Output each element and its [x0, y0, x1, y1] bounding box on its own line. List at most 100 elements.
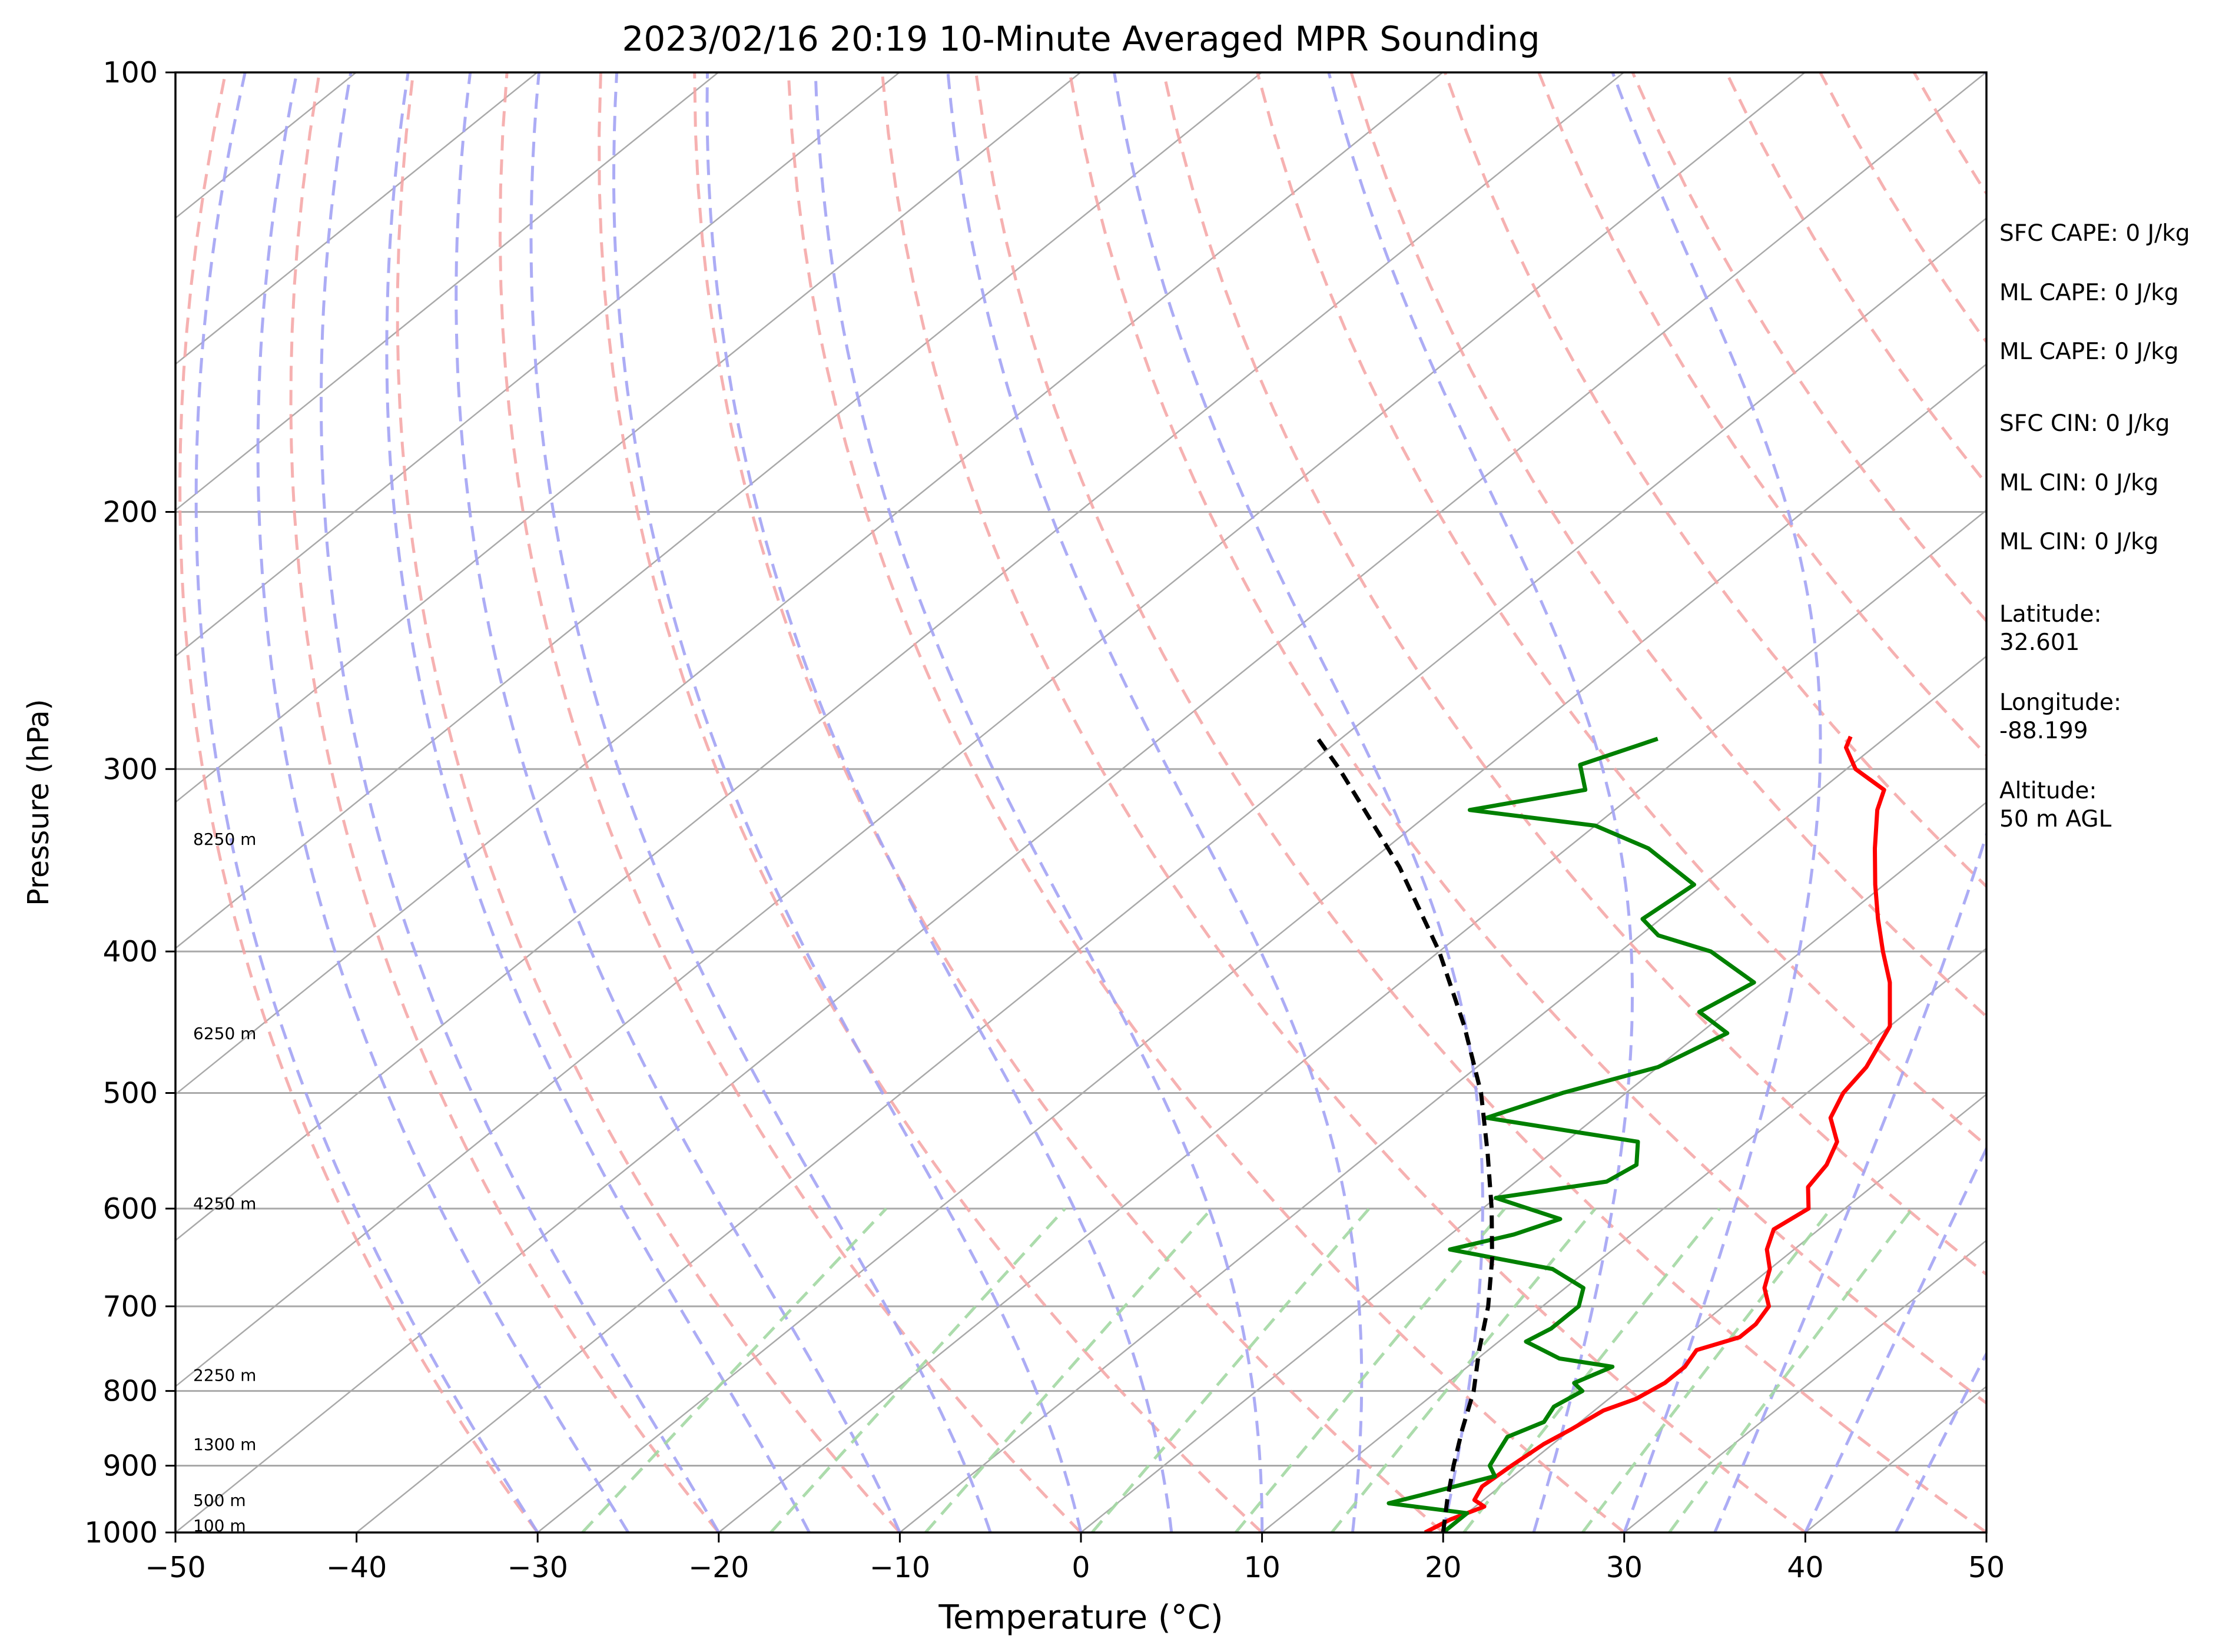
isotherm-line: [537, 363, 1986, 1532]
isotherm-line: [175, 72, 1806, 1388]
x-tick-label: −20: [688, 1551, 749, 1584]
temperature-profile-line: [1424, 735, 1892, 1532]
isotherm-line: [899, 655, 1986, 1532]
mixing-ratio-line: [1090, 1208, 1371, 1532]
height-label: 6250 m: [193, 1024, 256, 1043]
x-tick-label: −30: [507, 1551, 568, 1584]
chart-title: 2023/02/16 20:19 10-Minute Averaged MPR …: [622, 19, 1540, 59]
sounding-series: [1315, 735, 1892, 1532]
y-tick-label: 400: [102, 935, 158, 968]
altitude-label: Altitude:: [1999, 778, 2097, 804]
mixing-ratio-line: [924, 1208, 1213, 1532]
y-axis-ticks: 100 200 300 400 500 600 700 800 900 1000: [84, 56, 175, 1550]
altitude-value: 50 m AGL: [1999, 806, 2112, 832]
moist-adiabat-line: [1327, 72, 1634, 1532]
isotherm-line: [1261, 947, 1986, 1532]
moist-adiabat-line: [256, 72, 630, 1532]
isotherm-line: [175, 72, 1624, 1242]
dry-adiabat-line: [787, 72, 1626, 1532]
moist-adiabat-line: [385, 72, 811, 1532]
x-tick-label: 30: [1606, 1551, 1643, 1584]
ml-cin-text: ML CIN: 0 J/kg: [1999, 470, 2159, 496]
dry-adiabat-line: [498, 72, 1082, 1532]
y-tick-label: 200: [102, 496, 158, 529]
x-tick-label: −40: [326, 1551, 387, 1584]
dry-adiabat-line: [396, 72, 901, 1532]
ml-cape-text: ML CAPE: 0 J/kg: [1999, 280, 2179, 306]
moist-adiabat-line: [1611, 72, 1822, 1532]
x-axis-ticks: −50 −40 −30 −20 −10 0 10 20 30 40 50: [145, 1532, 2005, 1584]
y-tick-label: 600: [102, 1192, 158, 1226]
x-tick-label: 0: [1072, 1551, 1090, 1584]
dry-adiabat-line: [693, 72, 1444, 1532]
moist-adiabat-line: [194, 72, 539, 1532]
dry-adiabat-line: [1349, 72, 1986, 1019]
dry-adiabat-line: [974, 72, 1986, 1532]
longitude-value: -88.199: [1999, 718, 2088, 744]
moist-adiabat-line: [455, 72, 901, 1532]
height-label: 8250 m: [193, 830, 256, 849]
sfc-cape-text: SFC CAPE: 0 J/kg: [1999, 220, 2190, 247]
dry-adiabat-line: [880, 72, 1806, 1532]
mixing-ratio-line: [1331, 1208, 1597, 1532]
y-tick-label: 100: [102, 56, 158, 89]
y-tick-label: 300: [102, 752, 158, 786]
x-axis-label: Temperature (°C): [938, 1598, 1223, 1637]
isotherm-line: [175, 72, 1081, 804]
x-tick-label: −50: [145, 1551, 205, 1584]
parcel-profile-line: [1315, 735, 1494, 1532]
height-label: 2250 m: [193, 1365, 256, 1385]
ml-cin-text-2: ML CIN: 0 J/kg: [1999, 529, 2159, 555]
dry-adiabat-line: [289, 72, 720, 1532]
dry-adiabat-line: [1537, 72, 1986, 757]
dry-adiabat-line: [1068, 72, 1986, 1405]
height-label: 500 m: [193, 1491, 246, 1510]
moist-adiabat-line: [946, 72, 1364, 1532]
mixing-ratio-line: [581, 1208, 888, 1532]
isotherm-line: [175, 72, 1262, 950]
dry-adiabat-line: [178, 72, 539, 1532]
mixing-ratio-line: [1462, 1208, 1721, 1532]
moist-adiabat-line: [1113, 72, 1484, 1532]
moist-adiabat-line: [320, 72, 720, 1532]
isotherm-line: [175, 72, 1444, 1096]
isotherm-line: [356, 217, 1986, 1532]
moist-adiabat-line: [612, 72, 1083, 1532]
latitude-value: 32.601: [1999, 629, 2080, 656]
mixing-ratio-line: [1668, 1208, 1914, 1532]
dry-adiabat-line: [1162, 72, 1986, 1276]
moist-adiabat-line: [705, 72, 1173, 1532]
x-tick-label: 40: [1787, 1551, 1823, 1584]
x-tick-label: 10: [1243, 1551, 1280, 1584]
x-tick-label: 50: [1968, 1551, 2005, 1584]
dewpoint-profile-line: [1387, 737, 1756, 1532]
mixing-ratio-line: [769, 1208, 1066, 1532]
moist-adiabat-line: [1713, 72, 1986, 1532]
mixing-ratio-line: [1234, 1208, 1506, 1532]
x-tick-label: 20: [1425, 1551, 1461, 1584]
y-tick-label: 900: [102, 1449, 158, 1483]
dry-adiabat-line: [1444, 72, 1986, 889]
isotherm-line: [175, 72, 719, 512]
height-label: 1300 m: [193, 1435, 256, 1454]
y-tick-label: 800: [102, 1375, 158, 1408]
isotherm-line: [175, 72, 538, 366]
background-grid: [175, 72, 2229, 1532]
isotherm-line: [1624, 1239, 1986, 1532]
isotherm-line: [175, 72, 900, 658]
isotherm-line: [718, 509, 1986, 1532]
moist-adiabat-line: [529, 72, 992, 1532]
latitude-label: Latitude:: [1999, 601, 2102, 628]
longitude-label: Longitude:: [1999, 689, 2122, 716]
isotherm-line: [1442, 1093, 1986, 1532]
isotherm-line: [175, 72, 1986, 1532]
dry-adiabat-line: [598, 72, 1263, 1532]
moist-adiabat-line: [1804, 1145, 1986, 1532]
moist-adiabat-line: [814, 72, 1264, 1532]
ml-cape-text-2: ML CAPE: 0 J/kg: [1999, 339, 2179, 365]
dry-adiabat-line: [2195, 72, 2229, 1532]
height-label: 4250 m: [193, 1194, 256, 1213]
y-tick-label: 700: [102, 1290, 158, 1323]
x-tick-label: −10: [870, 1551, 930, 1584]
